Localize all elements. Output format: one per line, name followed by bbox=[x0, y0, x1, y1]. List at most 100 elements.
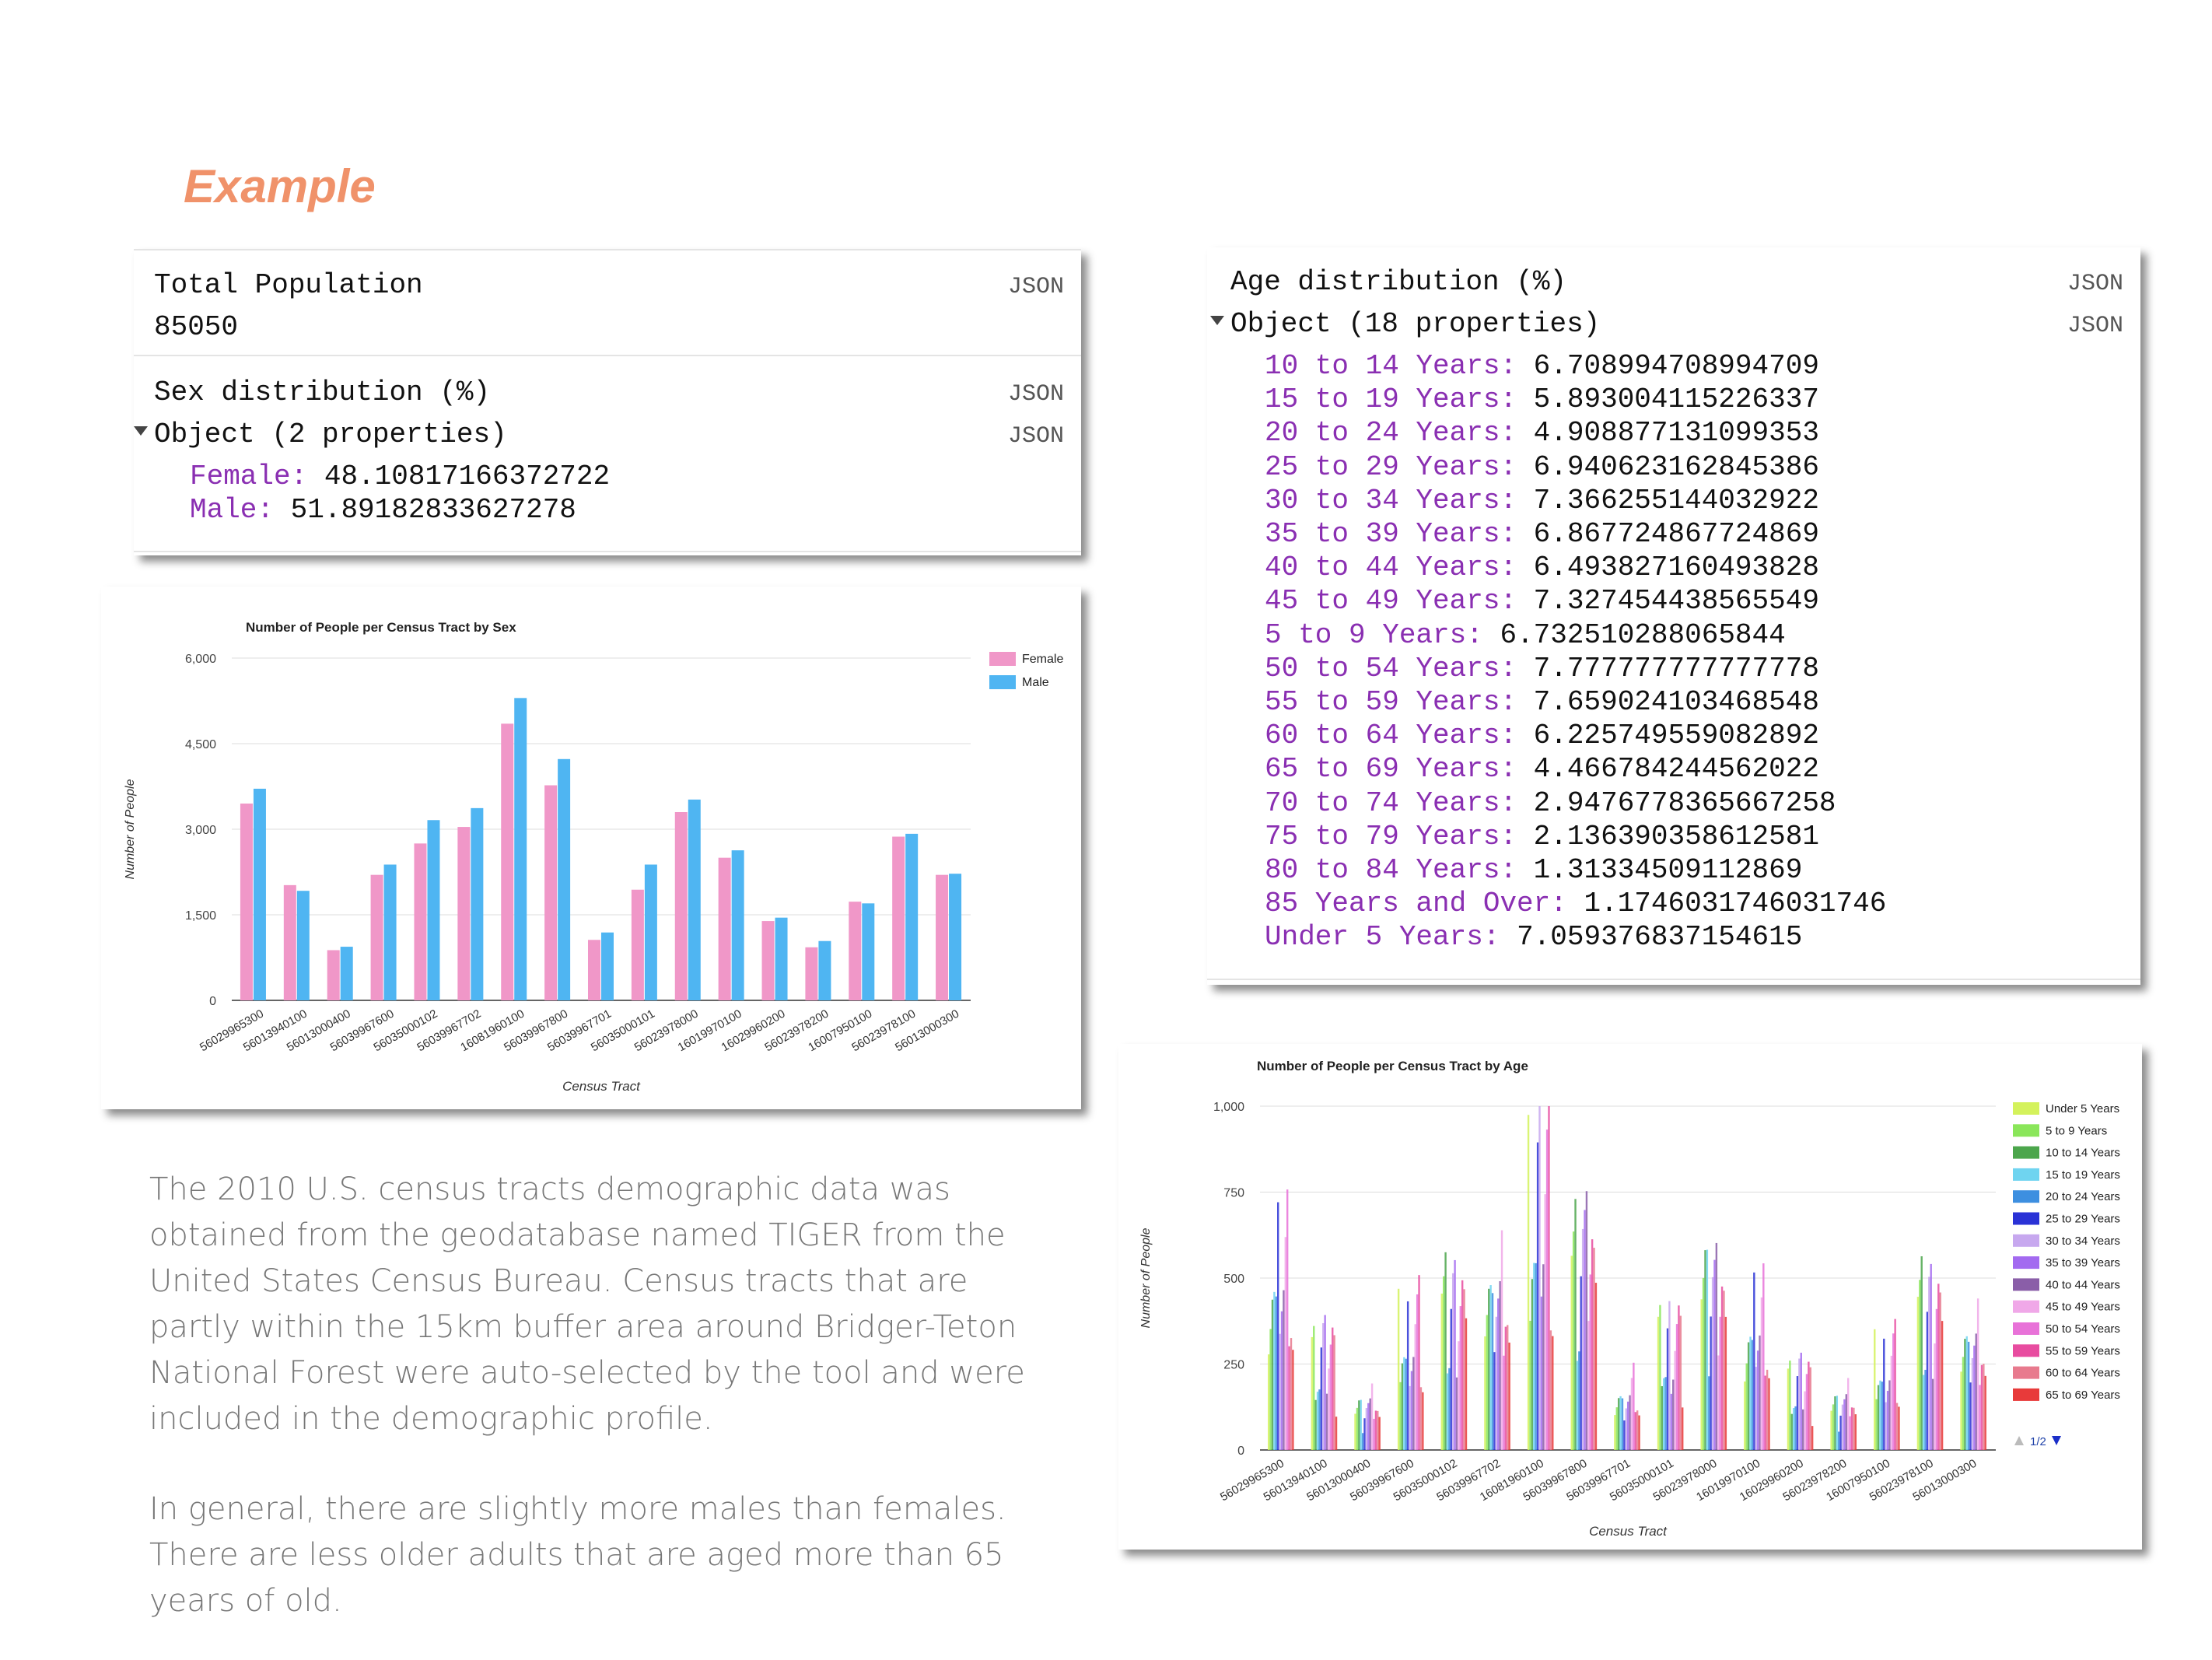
age-bar bbox=[1839, 1415, 1842, 1450]
age-bar bbox=[1440, 1293, 1443, 1450]
property-value: 6.732510288065844 bbox=[1500, 618, 1786, 651]
age-bar bbox=[1497, 1298, 1500, 1450]
age-bar bbox=[1975, 1333, 1977, 1450]
age-bar bbox=[1580, 1276, 1582, 1450]
sex-distribution-label: Sex distribution (%) bbox=[154, 376, 491, 408]
property-row: 55 to 59 Years: 7.659024103468548 bbox=[1265, 686, 1819, 718]
legend-swatch bbox=[2013, 1146, 2039, 1159]
age-bar bbox=[1409, 1385, 1411, 1450]
json-button[interactable]: JSON bbox=[1007, 381, 1064, 408]
legend-swatch bbox=[2013, 1234, 2039, 1247]
total-population-value: 85050 bbox=[154, 311, 239, 343]
property-row: 65 to 69 Years: 4.466784244562022 bbox=[1265, 753, 1819, 785]
age-bar bbox=[1811, 1426, 1814, 1450]
property-key: Female: bbox=[190, 461, 308, 492]
age-bar-chart: Number of People per Census Tract by Age… bbox=[1139, 1059, 2120, 1539]
age-bar bbox=[1363, 1418, 1366, 1450]
age-bar bbox=[1796, 1376, 1799, 1450]
age-bar bbox=[1922, 1375, 1925, 1450]
age-bar bbox=[1636, 1410, 1639, 1450]
age-bar bbox=[1894, 1319, 1896, 1450]
age-bar bbox=[1507, 1325, 1509, 1450]
age-bar bbox=[1790, 1413, 1793, 1450]
age-bar bbox=[1584, 1210, 1586, 1450]
age-bar bbox=[1529, 1320, 1531, 1450]
age-bar bbox=[1804, 1391, 1806, 1450]
age-bar bbox=[1279, 1333, 1281, 1450]
age-bar bbox=[1834, 1396, 1836, 1450]
age-bar bbox=[1365, 1408, 1368, 1450]
age-bar bbox=[1919, 1280, 1921, 1450]
age-bar bbox=[1850, 1407, 1853, 1450]
age-bar bbox=[1633, 1362, 1635, 1450]
legend-label: Male bbox=[1022, 676, 1049, 689]
property-key: 55 to 59 Years: bbox=[1265, 686, 1517, 718]
age-bar bbox=[1548, 1106, 1550, 1450]
property-key: 30 to 34 Years: bbox=[1265, 484, 1517, 517]
json-button[interactable]: JSON bbox=[2067, 271, 2123, 297]
property-row: 30 to 34 Years: 7.366255144032922 bbox=[1265, 485, 1819, 517]
expand-triangle-icon[interactable] bbox=[134, 426, 148, 436]
age-bar bbox=[1877, 1385, 1880, 1450]
bar-female bbox=[849, 902, 862, 1000]
age-bar bbox=[1710, 1316, 1712, 1450]
age-bar bbox=[1316, 1392, 1319, 1450]
bar-male bbox=[775, 917, 788, 1000]
age-bar bbox=[1964, 1339, 1966, 1450]
age-bar bbox=[1666, 1328, 1669, 1450]
age-bar bbox=[1670, 1393, 1673, 1450]
age-bar bbox=[1890, 1355, 1893, 1450]
sex-object-label[interactable]: Object (2 properties) bbox=[154, 419, 507, 450]
chart-title: Number of People per Census Tract by Sex bbox=[246, 620, 516, 635]
y-tick-label: 1,000 bbox=[1213, 1101, 1244, 1114]
legend-next-page-icon bbox=[2052, 1436, 2061, 1445]
age-bar bbox=[1373, 1418, 1375, 1450]
age-bar bbox=[1570, 1256, 1573, 1450]
age-bar bbox=[1751, 1340, 1754, 1450]
bar-female bbox=[414, 843, 427, 1000]
json-button[interactable]: JSON bbox=[1007, 423, 1064, 450]
legend-label: 55 to 59 Years bbox=[2046, 1344, 2120, 1357]
age-bar bbox=[1311, 1336, 1314, 1450]
legend-swatch bbox=[2013, 1278, 2039, 1291]
property-row: 25 to 29 Years: 6.940623162845386 bbox=[1265, 451, 1819, 483]
json-button[interactable]: JSON bbox=[1007, 274, 1064, 300]
bar-female bbox=[501, 723, 514, 1000]
age-bar bbox=[1313, 1326, 1315, 1450]
age-bar bbox=[1269, 1329, 1272, 1450]
property-row: 85 Years and Over: 1.1746031746031746 bbox=[1265, 888, 1886, 919]
age-object-label[interactable]: Object (18 properties) bbox=[1230, 308, 1601, 340]
y-tick-label: 3,000 bbox=[185, 824, 216, 837]
property-row: 50 to 54 Years: 7.777777777777778 bbox=[1265, 653, 1819, 685]
property-key: 40 to 44 Years: bbox=[1265, 552, 1517, 584]
property-value: 6.708994708994709 bbox=[1533, 350, 1819, 382]
expand-triangle-icon[interactable] bbox=[1210, 316, 1224, 325]
age-bar bbox=[1747, 1342, 1750, 1450]
age-bar bbox=[1484, 1336, 1486, 1450]
age-bar bbox=[1615, 1407, 1618, 1450]
property-value: 4.466784244562022 bbox=[1533, 753, 1819, 786]
age-bar bbox=[1486, 1315, 1489, 1450]
property-key: 85 Years and Over: bbox=[1265, 888, 1567, 920]
age-bar bbox=[1403, 1357, 1405, 1450]
age-bar bbox=[1576, 1361, 1579, 1450]
age-bar bbox=[1679, 1315, 1682, 1450]
age-bar bbox=[1809, 1367, 1811, 1450]
age-bar bbox=[1634, 1412, 1636, 1450]
age-bar bbox=[1759, 1335, 1761, 1450]
age-bar bbox=[1614, 1415, 1616, 1450]
age-bar bbox=[1805, 1374, 1808, 1450]
age-bar bbox=[1419, 1387, 1423, 1450]
property-value: 48.10817166372722 bbox=[324, 461, 611, 492]
property-value: 1.31334509112869 bbox=[1533, 854, 1803, 886]
age-bar bbox=[1935, 1308, 1938, 1450]
y-tick-label: 6,000 bbox=[185, 653, 216, 666]
age-bar bbox=[1491, 1293, 1494, 1450]
x-axis-label: Census Tract bbox=[562, 1079, 641, 1094]
age-bar bbox=[1318, 1389, 1321, 1450]
age-bar bbox=[1333, 1335, 1335, 1450]
bar-female bbox=[283, 884, 296, 1000]
age-bar bbox=[1531, 1279, 1534, 1450]
bar-male bbox=[818, 940, 831, 1000]
json-button[interactable]: JSON bbox=[2067, 313, 2123, 339]
